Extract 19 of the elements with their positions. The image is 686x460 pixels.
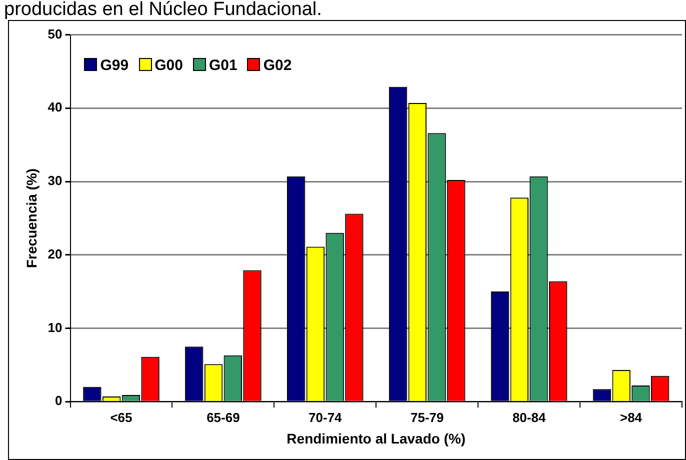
x-tick-label: 75-79: [410, 410, 444, 425]
y-axis-title: Frecuencia (%): [23, 168, 40, 268]
legend-label: G00: [154, 56, 183, 74]
legend-label: G01: [208, 56, 238, 74]
y-tick-label: 20: [48, 246, 62, 262]
x-tick-label: 80-84: [512, 410, 546, 425]
legend-label: G99: [99, 56, 129, 74]
chart-title: producidas en el Núcleo Fundacional.: [4, 0, 322, 20]
x-tick-label: <65: [110, 410, 132, 425]
y-tick-label: 50: [48, 26, 62, 42]
y-tick-label: 30: [48, 173, 62, 188]
y-tick-label: 40: [48, 100, 62, 115]
y-tick-label: 0: [55, 393, 62, 408]
x-tick-label: 65-69: [206, 410, 240, 425]
legend-label: G02: [262, 56, 292, 74]
x-tick-label: >84: [620, 410, 643, 425]
x-axis-title: Rendimiento al Lavado (%): [286, 430, 466, 446]
x-tick-label: 70-74: [308, 410, 343, 425]
y-tick-label: 10: [48, 320, 62, 335]
